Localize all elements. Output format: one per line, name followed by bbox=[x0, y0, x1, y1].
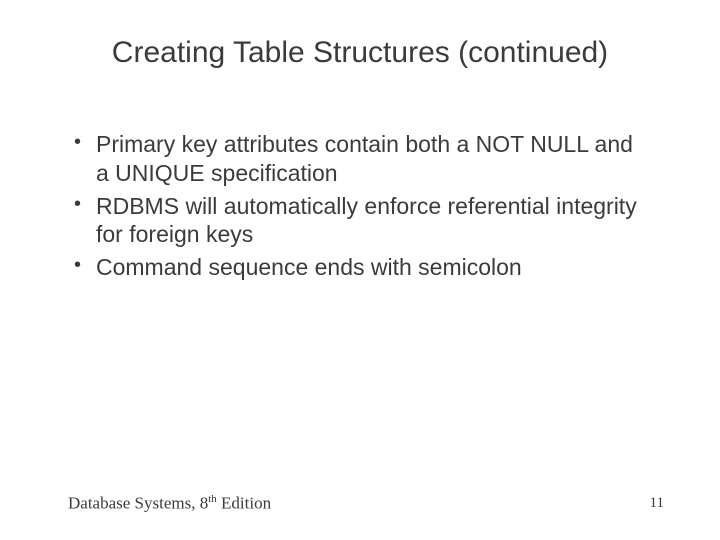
slide-number: 11 bbox=[650, 495, 664, 512]
list-item: Primary key attributes contain both a NO… bbox=[70, 130, 650, 188]
footer-book-title: Database Systems, 8th Edition bbox=[68, 493, 271, 514]
footer-text-suffix: Edition bbox=[217, 494, 271, 513]
footer-text-prefix: Database Systems, 8 bbox=[68, 494, 208, 513]
slide-body: Primary key attributes contain both a NO… bbox=[70, 130, 650, 286]
bullet-list: Primary key attributes contain both a NO… bbox=[70, 130, 650, 282]
slide: Creating Table Structures (continued) Pr… bbox=[0, 0, 720, 540]
list-item: Command sequence ends with semicolon bbox=[70, 253, 650, 282]
footer-text-sup: th bbox=[208, 493, 217, 505]
slide-title: Creating Table Structures (continued) bbox=[0, 36, 720, 70]
list-item: RDBMS will automatically enforce referen… bbox=[70, 192, 650, 250]
